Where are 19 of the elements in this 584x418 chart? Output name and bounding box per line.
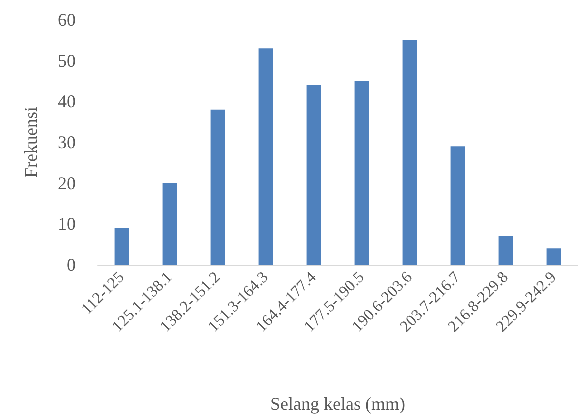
y-tick-label: 60 [58, 10, 76, 30]
bar [498, 236, 514, 265]
bar [450, 146, 466, 265]
x-axis-title: Selang kelas (mm) [270, 394, 406, 414]
bar [258, 48, 274, 265]
y-tick-label: 30 [58, 132, 76, 152]
y-tick-label: 40 [58, 92, 76, 112]
y-tick-label: 0 [67, 255, 76, 275]
bar [306, 85, 322, 265]
y-tick-label: 50 [58, 50, 76, 71]
bar [354, 81, 370, 265]
bar [210, 110, 226, 265]
bar [114, 228, 130, 265]
y-axis-title: Frekuensi [21, 107, 41, 178]
bar [162, 183, 178, 265]
y-tick-label: 10 [58, 214, 76, 234]
bar [546, 248, 562, 265]
bar [402, 40, 418, 265]
y-tick-label: 20 [58, 173, 76, 194]
